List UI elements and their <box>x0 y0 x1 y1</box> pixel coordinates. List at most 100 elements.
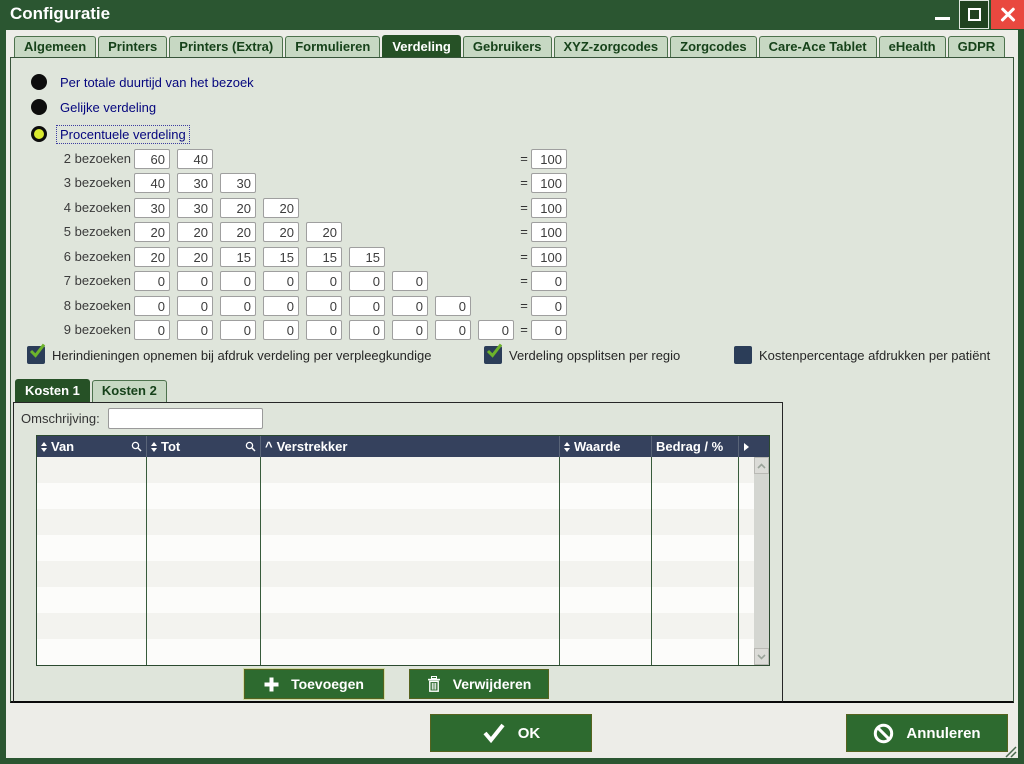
radio-icon[interactable] <box>31 99 47 115</box>
percent-input[interactable] <box>134 149 170 169</box>
percent-total <box>531 149 567 169</box>
percent-input[interactable] <box>134 198 170 218</box>
tab-ehealth[interactable]: eHealth <box>878 36 946 58</box>
table-scrollbar[interactable] <box>754 457 769 665</box>
percent-input[interactable] <box>177 296 213 316</box>
sort-updown-icon <box>151 441 157 452</box>
tab-kosten-1[interactable]: Kosten 1 <box>15 379 90 402</box>
table-row[interactable] <box>37 535 754 561</box>
percent-input[interactable] <box>220 222 256 242</box>
percent-input[interactable] <box>177 271 213 291</box>
column-header-tot[interactable]: Tot <box>147 436 261 457</box>
tab-zorgcodes[interactable]: Zorgcodes <box>670 36 757 58</box>
percent-input[interactable] <box>177 320 213 340</box>
percent-input[interactable] <box>349 296 385 316</box>
percent-input[interactable] <box>177 222 213 242</box>
checkbox-item-kostenpercentage-afdrukken-per[interactable]: Kostenpercentage afdrukken per patiënt <box>734 345 990 365</box>
search-icon[interactable] <box>131 441 142 452</box>
tab-xyz-zorgcodes[interactable]: XYZ-zorgcodes <box>553 36 669 58</box>
table-row[interactable] <box>37 613 754 639</box>
percent-input[interactable] <box>134 296 170 316</box>
percent-input[interactable] <box>220 271 256 291</box>
resize-grip[interactable] <box>1003 744 1017 758</box>
percent-input[interactable] <box>435 296 471 316</box>
percent-input[interactable] <box>263 320 299 340</box>
percent-input[interactable] <box>177 247 213 267</box>
checkbox-item-verdeling-opsplitsen-per-regio[interactable]: Verdeling opsplitsen per regio <box>484 343 680 365</box>
tab-gdpr[interactable]: GDPR <box>947 36 1006 58</box>
toevoegen-button[interactable]: Toevoegen <box>244 669 384 699</box>
percent-input[interactable] <box>349 320 385 340</box>
radio-icon[interactable] <box>31 74 47 90</box>
percent-input[interactable] <box>134 173 170 193</box>
percent-input[interactable] <box>263 296 299 316</box>
radio-icon[interactable] <box>31 126 47 142</box>
table-row[interactable] <box>37 561 754 587</box>
table-row[interactable] <box>37 587 754 613</box>
tab-care-ace-tablet[interactable]: Care-Ace Tablet <box>758 36 877 58</box>
percent-input[interactable] <box>349 271 385 291</box>
tab-verdeling[interactable]: Verdeling <box>382 35 461 58</box>
tab-gebruikers[interactable]: Gebruikers <box>462 36 552 58</box>
percent-input[interactable] <box>435 320 471 340</box>
percent-input[interactable] <box>263 271 299 291</box>
percent-input[interactable] <box>306 222 342 242</box>
percent-input[interactable] <box>177 149 213 169</box>
search-icon[interactable] <box>245 441 256 452</box>
percent-input[interactable] <box>177 173 213 193</box>
percent-input[interactable] <box>220 247 256 267</box>
column-header-van[interactable]: Van <box>37 436 147 457</box>
radio-option-gelijke-verdeling[interactable]: Gelijke verdeling <box>31 98 159 116</box>
table-row[interactable] <box>37 509 754 535</box>
minimize-button[interactable] <box>926 0 959 29</box>
percent-input[interactable] <box>392 271 428 291</box>
radio-option-per-totale-duurtijd-van-het-bezoek[interactable]: Per totale duurtijd van het bezoek <box>31 73 257 91</box>
scroll-down-button[interactable] <box>754 648 769 665</box>
percent-input[interactable] <box>306 271 342 291</box>
percent-input[interactable] <box>220 320 256 340</box>
tab-formulieren[interactable]: Formulieren <box>285 36 381 58</box>
close-button[interactable] <box>991 0 1024 29</box>
percent-input[interactable] <box>263 198 299 218</box>
table-cell <box>147 483 261 509</box>
percent-input[interactable] <box>306 320 342 340</box>
percent-input[interactable] <box>478 320 514 340</box>
percent-input[interactable] <box>306 296 342 316</box>
percent-input[interactable] <box>263 247 299 267</box>
percent-input[interactable] <box>220 296 256 316</box>
tab-printers[interactable]: Printers <box>98 36 168 58</box>
column-options-button[interactable] <box>739 436 754 457</box>
percent-input[interactable] <box>134 271 170 291</box>
tab-kosten-2[interactable]: Kosten 2 <box>91 380 167 402</box>
checkbox-item-herindieningen-opnemen-bij-afd[interactable]: Herindieningen opnemen bij afdruk verdel… <box>27 343 431 365</box>
table-row[interactable] <box>37 457 754 483</box>
percent-input[interactable] <box>134 222 170 242</box>
maximize-button[interactable] <box>959 0 989 29</box>
percent-input[interactable] <box>220 173 256 193</box>
percent-input[interactable] <box>220 198 256 218</box>
column-header-bedrag[interactable]: Bedrag / % <box>652 436 739 457</box>
checkbox[interactable] <box>734 346 752 364</box>
column-header-verstrekker[interactable]: ^ Verstrekker <box>261 436 560 457</box>
percent-input[interactable] <box>306 247 342 267</box>
percent-input[interactable] <box>392 320 428 340</box>
annuleren-button[interactable]: Annuleren <box>846 714 1008 752</box>
percent-input[interactable] <box>349 247 385 267</box>
tab-algemeen[interactable]: Algemeen <box>14 36 97 58</box>
percent-input[interactable] <box>177 198 213 218</box>
table-row[interactable] <box>37 483 754 509</box>
tab-printers-extra[interactable]: Printers (Extra) <box>169 36 284 58</box>
verwijderen-button[interactable]: Verwijderen <box>409 669 549 699</box>
checkbox[interactable] <box>484 343 503 364</box>
percent-input[interactable] <box>134 320 170 340</box>
radio-option-procentuele-verdeling[interactable]: Procentuele verdeling <box>31 124 190 144</box>
scroll-up-button[interactable] <box>754 457 769 474</box>
table-row[interactable] <box>37 639 754 665</box>
percent-input[interactable] <box>134 247 170 267</box>
percent-input[interactable] <box>392 296 428 316</box>
percent-input[interactable] <box>263 222 299 242</box>
ok-button[interactable]: OK <box>430 714 592 752</box>
omschrijving-input[interactable] <box>108 408 263 429</box>
column-header-waarde[interactable]: Waarde <box>560 436 652 457</box>
checkbox[interactable] <box>27 343 46 364</box>
